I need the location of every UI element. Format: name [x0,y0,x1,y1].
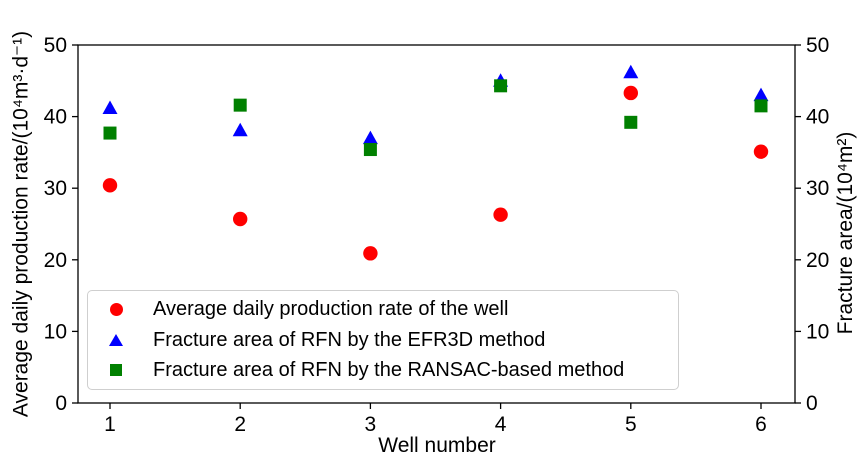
y-tick-label-right: 20 [806,249,829,272]
legend-label: Average daily production rate of the wel… [153,298,509,321]
data-point-square [363,143,377,157]
y-tick-label-left: 50 [44,34,67,57]
legend: Average daily production rate of the wel… [87,290,679,390]
x-tick-label: 6 [755,413,767,436]
x-tick-label: 1 [104,413,116,436]
data-point-circle [363,246,378,261]
legend-label: Fracture area of RFN by the EFR3D method [153,328,546,351]
data-point-square [624,115,638,129]
y-axis-label-right: Fracture area/(10⁴m²) [834,131,857,335]
legend-triangle-icon [109,334,123,346]
data-point-circle [102,178,118,193]
y-tick-label-right: 50 [806,34,829,57]
y-axis-label-left: Average daily production rate/(10⁴m³·d⁻¹… [9,30,33,418]
y-tick-label-left: 20 [44,249,67,272]
data-point-circle [233,211,248,227]
data-point-square [754,99,768,113]
data-point-square [103,126,117,140]
legend-marker-box [108,334,124,346]
data-point-triangle [362,130,378,145]
x-tick-label: 4 [495,413,507,436]
data-point-triangle [232,122,248,137]
legend-row: Fracture area of RFN by the RANSAC-based… [88,359,678,382]
data-point-circle [753,144,769,159]
y-tick-label-right: 10 [806,320,829,343]
data-point-square [233,98,247,112]
y-tick-label-left: 30 [44,177,67,200]
y-tick-label-right: 0 [806,392,818,415]
y-tick-label-right: 30 [806,177,829,200]
x-tick-label: 5 [625,413,637,436]
legend-circle-icon [109,303,123,317]
y-tick-label-left: 0 [55,392,67,415]
data-point-triangle [753,87,769,102]
data-point-circle [623,85,638,101]
x-axis-label: Well number [378,434,496,457]
y-tick-label-left: 10 [44,320,67,343]
legend-row: Fracture area of RFN by the EFR3D method [88,329,678,352]
data-point-triangle [623,64,639,79]
data-point-triangle [102,100,118,115]
x-tick-label: 2 [234,413,246,436]
legend-label: Fracture area of RFN by the RANSAC-based… [153,358,625,381]
data-point-circle [493,207,508,222]
legend-marker-box [108,303,124,317]
legend-row: Average daily production rate of the wel… [88,298,678,321]
data-point-square [494,79,508,93]
y-tick-label-right: 40 [806,106,829,129]
y-tick-label-left: 40 [44,106,67,129]
x-tick-label: 3 [365,413,377,436]
plot-border [77,44,796,404]
legend-marker-box [108,364,124,377]
legend-square-icon [110,364,122,377]
